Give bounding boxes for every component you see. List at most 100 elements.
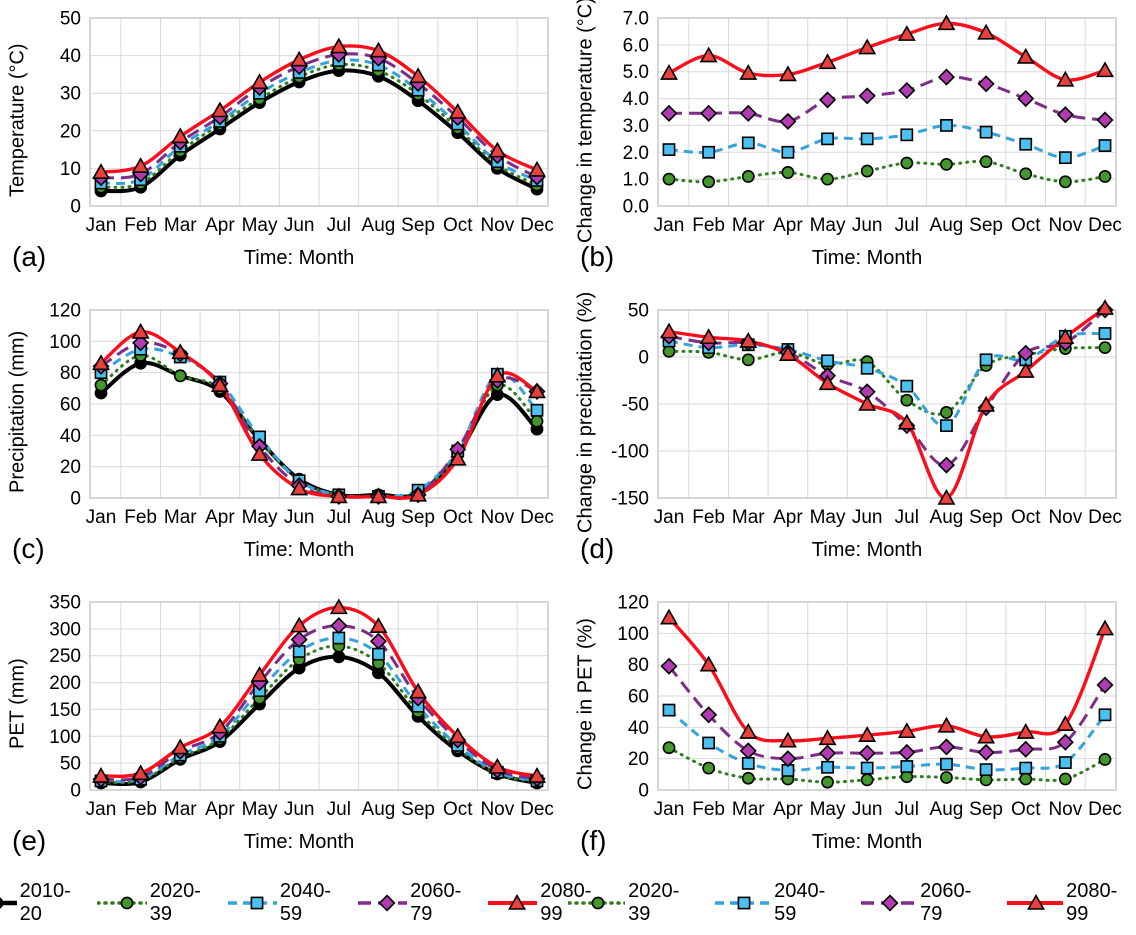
svg-text:60: 60: [628, 687, 649, 708]
svg-text:Apr: Apr: [205, 799, 235, 820]
svg-text:Jan: Jan: [86, 507, 117, 528]
series-markers-2080-99: [660, 14, 1114, 87]
series-line-2060-79: [668, 75, 1106, 124]
svg-text:Mar: Mar: [732, 215, 765, 236]
svg-text:Aug: Aug: [362, 215, 396, 236]
legend-label: 2020-39: [628, 879, 680, 925]
svg-text:0: 0: [638, 781, 649, 802]
y-tick-labels: 0 10 20 30 40 50: [60, 9, 81, 218]
series-markers-2080-99: [92, 37, 546, 179]
svg-text:Aug: Aug: [362, 507, 396, 528]
panel-label-c: (c): [12, 533, 45, 564]
gridlines: [658, 17, 1116, 207]
chart-canvas-f: 0 20 40 60 80 100 120 Jan Feb Mar Apr May Jun Jul Aug S…: [617, 593, 1122, 821]
svg-text:6.0: 6.0: [623, 35, 649, 56]
svg-text:Jan: Jan: [654, 215, 685, 236]
svg-text:100: 100: [617, 624, 649, 645]
series-markers-2060-79: [660, 657, 1114, 768]
svg-text:May: May: [810, 215, 846, 236]
svg-text:Nov: Nov: [480, 799, 514, 820]
svg-text:7.0: 7.0: [623, 9, 649, 30]
svg-text:Apr: Apr: [205, 507, 235, 528]
plot-border: [89, 601, 549, 791]
svg-text:Jul: Jul: [327, 799, 351, 820]
panel-label-a: (a): [12, 241, 47, 272]
svg-text:0.0: 0.0: [623, 197, 649, 218]
svg-text:Sep: Sep: [401, 215, 435, 236]
svg-text:May: May: [242, 215, 278, 236]
legend-item-2060-79: 2060-79: [357, 880, 471, 926]
panel-a: Temperature (°C) 0 10 20 30 40 50 Jan Feb Mar Apr…: [0, 0, 568, 292]
svg-text:Oct: Oct: [443, 799, 473, 820]
svg-text:Dec: Dec: [520, 507, 554, 528]
legend-marker-2060-79: [861, 893, 918, 912]
svg-text:Jul: Jul: [327, 507, 351, 528]
svg-text:80: 80: [60, 363, 81, 384]
svg-text:50: 50: [60, 754, 81, 775]
svg-text:Jul: Jul: [895, 799, 919, 820]
x-axis-title-f: Time: Month: [811, 831, 923, 853]
svg-text:Sep: Sep: [401, 507, 435, 528]
series-markers-2080-99: [660, 299, 1114, 505]
svg-text:Jun: Jun: [852, 507, 883, 528]
svg-text:Nov: Nov: [1048, 215, 1082, 236]
legend-item-2080-99: 2080-99: [1006, 880, 1136, 926]
panel-label-f: (f): [580, 825, 607, 856]
svg-text:30: 30: [60, 84, 81, 105]
y-axis-title-c: Precipitation (mm): [6, 330, 29, 494]
series-markers-2020-39: [662, 155, 1112, 189]
y-tick-labels: 0 50 100 150 200 250 300 350: [49, 593, 81, 802]
svg-text:May: May: [242, 507, 278, 528]
svg-text:4.0: 4.0: [623, 89, 649, 110]
svg-text:100: 100: [49, 332, 81, 353]
svg-text:Mar: Mar: [732, 799, 765, 820]
x-tick-labels: Jan Feb Mar Apr May Jun Jul Aug Sep Oct Nov Dec: [654, 507, 1122, 528]
legend-label: 2080-99: [540, 879, 592, 925]
svg-text:Jul: Jul: [895, 215, 919, 236]
svg-text:Nov: Nov: [480, 215, 514, 236]
svg-text:-150: -150: [611, 489, 649, 510]
svg-text:20: 20: [60, 121, 81, 142]
svg-text:Nov: Nov: [1048, 507, 1082, 528]
svg-text:100: 100: [49, 727, 81, 748]
svg-text:Apr: Apr: [773, 507, 803, 528]
svg-text:Jun: Jun: [284, 507, 315, 528]
svg-text:40: 40: [60, 46, 81, 67]
panel-e: PET (mm) 0 50 100 150 200 250 300 350 Jan Feb Mar A…: [0, 584, 568, 880]
svg-text:2.0: 2.0: [623, 143, 649, 164]
legend-item-2010-20: 2010-20: [0, 880, 81, 926]
panel-label-e: (e): [12, 825, 47, 856]
svg-text:40: 40: [628, 718, 649, 739]
x-axis-title-d: Time: Month: [811, 539, 923, 561]
svg-text:50: 50: [60, 9, 81, 30]
svg-text:Oct: Oct: [1011, 507, 1041, 528]
svg-text:Aug: Aug: [362, 799, 396, 820]
x-tick-labels: Jan Feb Mar Apr May Jun Jul Aug Sep Oct Nov Dec: [654, 215, 1122, 236]
series-line-2040-59: [100, 347, 539, 499]
legend-item-2060-79: 2060-79: [860, 880, 990, 926]
svg-text:Aug: Aug: [930, 507, 964, 528]
svg-text:Aug: Aug: [930, 799, 964, 820]
legend-item-2020-39: 2020-39: [96, 880, 211, 926]
x-tick-labels: Jan Feb Mar Apr May Jun Jul Aug Sep Oct Nov Dec: [654, 799, 1122, 820]
svg-text:Nov: Nov: [1048, 799, 1082, 820]
svg-text:20: 20: [60, 457, 81, 478]
svg-text:200: 200: [49, 673, 81, 694]
legend-item-2080-99: 2080-99: [487, 880, 601, 926]
svg-text:Feb: Feb: [692, 507, 725, 528]
svg-text:May: May: [810, 507, 846, 528]
y-axis-title-d: Change in precipitation (%): [574, 291, 597, 533]
svg-text:Dec: Dec: [520, 215, 554, 236]
svg-text:-100: -100: [611, 442, 649, 463]
svg-text:Mar: Mar: [164, 799, 197, 820]
svg-text:3.0: 3.0: [623, 116, 649, 137]
x-axis-title-e: Time: Month: [243, 831, 355, 853]
legend-marker-2060-79: [358, 893, 408, 912]
series-markers-2040-59: [662, 119, 1112, 165]
svg-text:150: 150: [49, 700, 81, 721]
legend-label: 2010-20: [19, 879, 71, 925]
y-axis-title-f: Change in PET (%): [574, 618, 597, 790]
plot-border: [89, 309, 549, 499]
svg-text:Aug: Aug: [930, 215, 964, 236]
